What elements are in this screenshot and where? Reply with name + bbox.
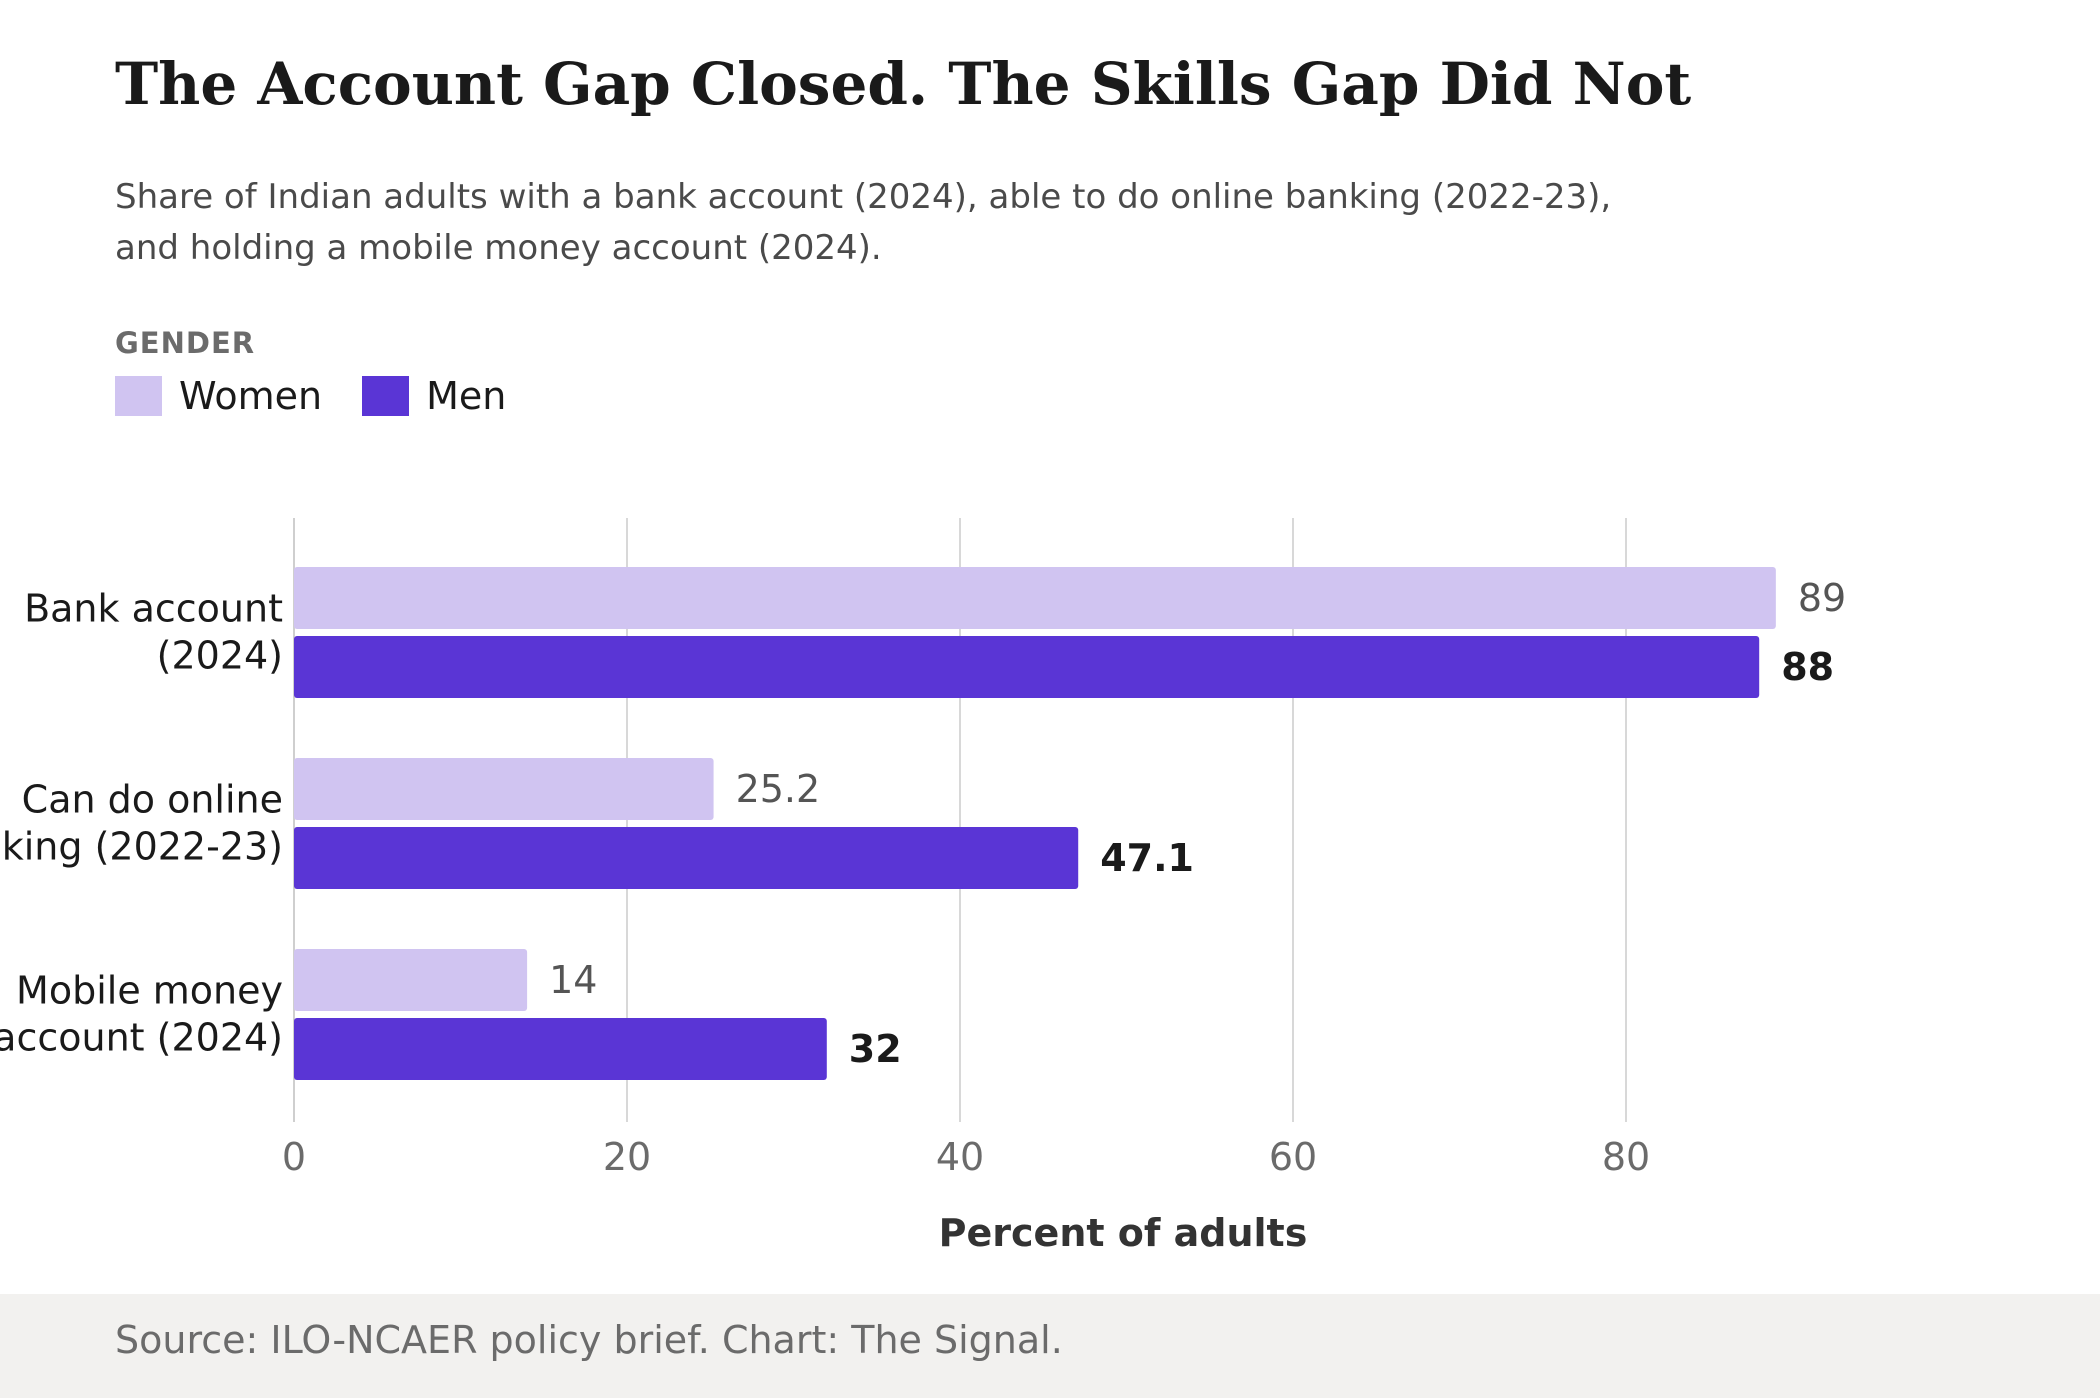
value-label-men-0: 88: [1781, 645, 1834, 689]
category-label-0-line-1: (2024): [157, 634, 283, 678]
category-label-0-line-0: Bank account: [24, 587, 283, 631]
chart-title: The Account Gap Closed. The Skills Gap D…: [115, 50, 1692, 118]
value-label-women-1: 25.2: [736, 767, 821, 811]
x-tick-label-20: 20: [603, 1135, 651, 1179]
bar-men-1: [294, 827, 1079, 889]
category-label-2-line-0: Mobile money: [16, 969, 283, 1013]
legend-label-men: Men: [426, 374, 507, 418]
source-note: Source: ILO-NCAER policy brief. Chart: T…: [115, 1318, 1063, 1362]
legend-item-men: Men: [362, 374, 506, 418]
x-tick-label-60: 60: [1269, 1135, 1317, 1179]
category-label-1-line-0: Can do online: [22, 778, 283, 822]
legend-item-women: Women: [115, 374, 322, 418]
legend-heading: GENDER: [115, 326, 256, 360]
legend-swatch-women: [115, 376, 162, 416]
value-label-men-1: 47.1: [1100, 836, 1194, 880]
chart-subtitle: Share of Indian adults with a bank accou…: [115, 177, 1612, 268]
value-label-women-0: 89: [1798, 576, 1846, 620]
legend: Women Men: [115, 374, 546, 418]
bar-women-2: [294, 949, 528, 1011]
x-tick-label-0: 0: [282, 1135, 306, 1179]
category-label-1-line-1: banking (2022-23): [0, 825, 283, 869]
bar-chart: 0 20 40 60 80 Percent of adults 89 88 Bank accou…: [0, 518, 1846, 1255]
bar-women-0: [294, 567, 1776, 629]
value-label-men-2: 32: [849, 1027, 902, 1071]
legend-label-women: Women: [179, 374, 323, 418]
footer: Source: ILO-NCAER policy brief. Chart: T…: [0, 1294, 2100, 1398]
category-label-2-line-1: account (2024): [0, 1016, 283, 1060]
value-label-women-2: 14: [549, 958, 597, 1002]
bar-men-0: [294, 636, 1760, 698]
bar-men-2: [294, 1018, 827, 1080]
legend-swatch-men: [362, 376, 410, 416]
x-axis-title: Percent of adults: [939, 1211, 1308, 1255]
bar-women-1: [294, 758, 714, 820]
x-tick-label-80: 80: [1602, 1135, 1650, 1179]
x-tick-label-40: 40: [936, 1135, 984, 1179]
